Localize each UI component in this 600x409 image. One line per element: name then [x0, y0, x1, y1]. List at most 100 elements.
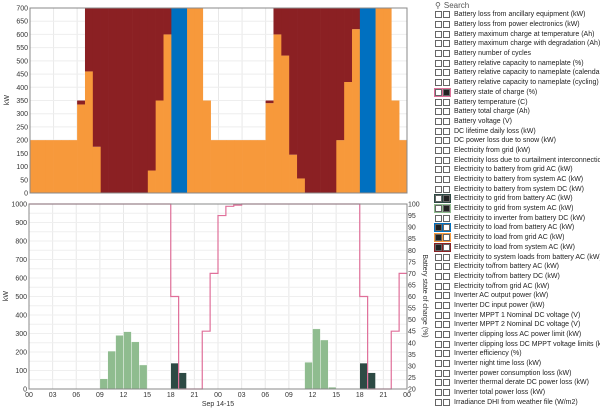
variable-checkboxes[interactable] — [434, 398, 451, 407]
variable-item[interactable]: Inverter total power loss (kW) — [432, 388, 600, 398]
right-axis-checkbox[interactable] — [443, 311, 450, 319]
variable-item[interactable]: Inverter DC input power (kW) — [432, 301, 600, 311]
right-axis-checkbox[interactable] — [443, 234, 450, 242]
left-axis-checkbox[interactable] — [435, 88, 442, 96]
right-axis-checkbox[interactable] — [443, 214, 450, 222]
variable-checkboxes[interactable] — [434, 49, 451, 58]
variable-item[interactable]: Electricity to grid from battery AC (kW) — [432, 194, 600, 204]
variable-checkboxes[interactable] — [434, 253, 451, 262]
variable-checkboxes[interactable] — [434, 369, 451, 378]
right-axis-checkbox[interactable] — [443, 389, 450, 397]
variable-item[interactable]: Electricity to load from grid AC (kW) — [432, 233, 600, 243]
variable-checkboxes[interactable] — [434, 156, 451, 165]
right-axis-checkbox[interactable] — [443, 350, 450, 358]
variable-item[interactable]: Electricity to grid from system AC (kW) — [432, 204, 600, 214]
left-axis-checkbox[interactable] — [435, 398, 442, 406]
left-axis-checkbox[interactable] — [435, 117, 442, 125]
left-axis-checkbox[interactable] — [435, 98, 442, 106]
left-axis-checkbox[interactable] — [435, 146, 442, 154]
right-axis-checkbox[interactable] — [443, 50, 450, 58]
variable-checkboxes[interactable] — [434, 311, 451, 320]
left-axis-checkbox[interactable] — [435, 156, 442, 164]
variable-item[interactable]: Inverter clipping loss AC power limit (k… — [432, 330, 600, 340]
right-axis-checkbox[interactable] — [443, 379, 450, 387]
variable-item[interactable]: Battery state of charge (%) — [432, 87, 600, 98]
variable-checkboxes[interactable] — [434, 136, 451, 145]
variable-item[interactable]: Battery total charge (Ah) — [432, 107, 600, 117]
variable-item[interactable]: Irradiance DHI from weather file (W/m2) — [432, 398, 600, 408]
right-axis-checkbox[interactable] — [443, 108, 450, 116]
variable-checkboxes[interactable] — [434, 185, 451, 194]
left-axis-checkbox[interactable] — [435, 79, 442, 87]
right-axis-checkbox[interactable] — [443, 195, 450, 203]
variable-item[interactable]: Battery loss from ancillary equipment (k… — [432, 10, 600, 20]
right-axis-checkbox[interactable] — [443, 176, 450, 184]
right-axis-checkbox[interactable] — [443, 127, 450, 135]
variable-checkboxes[interactable] — [434, 378, 451, 387]
right-axis-checkbox[interactable] — [443, 137, 450, 145]
left-axis-checkbox[interactable] — [435, 69, 442, 77]
right-axis-checkbox[interactable] — [443, 117, 450, 125]
variable-checkboxes[interactable] — [434, 349, 451, 358]
variable-item[interactable]: Battery loss from power electronics (kW) — [432, 20, 600, 30]
variable-checkboxes[interactable] — [434, 175, 451, 184]
variable-item[interactable]: Electricity loss due to curtailment inte… — [432, 155, 600, 165]
variable-item[interactable]: Electricity to load from system AC (kW) — [432, 242, 600, 253]
variable-checkboxes[interactable] — [434, 194, 451, 204]
left-axis-checkbox[interactable] — [435, 30, 442, 38]
left-axis-checkbox[interactable] — [435, 360, 442, 368]
right-axis-checkbox[interactable] — [443, 331, 450, 339]
right-axis-checkbox[interactable] — [443, 166, 450, 174]
left-axis-checkbox[interactable] — [435, 176, 442, 184]
variable-item[interactable]: Inverter MPPT 1 Nominal DC voltage (V) — [432, 310, 600, 320]
left-axis-checkbox[interactable] — [435, 40, 442, 48]
variable-item[interactable]: Battery number of cycles — [432, 49, 600, 59]
variable-checkboxes[interactable] — [434, 242, 451, 252]
left-axis-checkbox[interactable] — [435, 59, 442, 67]
right-axis-checkbox[interactable] — [443, 321, 450, 329]
variable-item[interactable]: Inverter AC output power (kW) — [432, 291, 600, 301]
right-axis-checkbox[interactable] — [443, 369, 450, 377]
variable-checkboxes[interactable] — [434, 272, 451, 281]
right-axis-checkbox[interactable] — [443, 11, 450, 19]
right-axis-checkbox[interactable] — [443, 301, 450, 309]
right-axis-checkbox[interactable] — [443, 205, 450, 213]
variable-item[interactable]: Electricity to battery from system AC (k… — [432, 175, 600, 185]
variable-checkboxes[interactable] — [434, 68, 451, 77]
variable-item[interactable]: Electricity to battery from grid AC (kW) — [432, 165, 600, 175]
left-axis-checkbox[interactable] — [435, 11, 442, 19]
variable-checkboxes[interactable] — [434, 165, 451, 174]
left-axis-checkbox[interactable] — [435, 205, 442, 213]
variable-item[interactable]: Electricity to battery from system DC (k… — [432, 184, 600, 194]
variable-item[interactable]: Electricity to system loads from battery… — [432, 252, 600, 262]
left-axis-checkbox[interactable] — [435, 272, 442, 280]
left-axis-checkbox[interactable] — [435, 21, 442, 29]
left-axis-checkbox[interactable] — [435, 234, 442, 242]
right-axis-checkbox[interactable] — [443, 146, 450, 154]
variable-checkboxes[interactable] — [434, 320, 451, 329]
left-axis-checkbox[interactable] — [435, 195, 442, 203]
left-axis-checkbox[interactable] — [435, 127, 442, 135]
variable-item[interactable]: DC lifetime daily loss (kW) — [432, 126, 600, 136]
right-axis-checkbox[interactable] — [443, 282, 450, 290]
variable-item[interactable]: Battery maximum charge at temperature (A… — [432, 29, 600, 39]
variable-item[interactable]: Battery maximum charge with degradation … — [432, 39, 600, 49]
left-axis-checkbox[interactable] — [435, 350, 442, 358]
variable-item[interactable]: Battery voltage (V) — [432, 117, 600, 127]
variable-item[interactable]: Battery temperature (C) — [432, 97, 600, 107]
variable-checkboxes[interactable] — [434, 282, 451, 291]
right-axis-checkbox[interactable] — [443, 30, 450, 38]
right-axis-checkbox[interactable] — [443, 98, 450, 106]
variable-item[interactable]: Inverter power consumption loss (kW) — [432, 368, 600, 378]
variable-checkboxes[interactable] — [434, 39, 451, 48]
variable-checkboxes[interactable] — [434, 78, 451, 87]
right-axis-checkbox[interactable] — [443, 243, 450, 251]
left-axis-checkbox[interactable] — [435, 389, 442, 397]
variable-checkboxes[interactable] — [434, 204, 451, 214]
variable-checkboxes[interactable] — [434, 214, 451, 223]
variable-checkboxes[interactable] — [434, 301, 451, 310]
variable-item[interactable]: Battery relative capacity to nameplate (… — [432, 58, 600, 68]
right-axis-checkbox[interactable] — [443, 272, 450, 280]
left-axis-checkbox[interactable] — [435, 301, 442, 309]
variable-checkboxes[interactable] — [434, 87, 451, 97]
